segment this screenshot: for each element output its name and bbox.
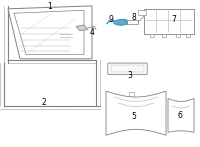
Text: 6: 6 xyxy=(178,111,182,120)
Polygon shape xyxy=(8,6,92,59)
Text: 9: 9 xyxy=(109,15,113,24)
Text: 7: 7 xyxy=(172,15,176,24)
Text: 3: 3 xyxy=(128,71,132,80)
Bar xyxy=(176,34,180,37)
Bar xyxy=(129,92,134,96)
Bar xyxy=(186,34,190,37)
Polygon shape xyxy=(106,91,166,135)
Polygon shape xyxy=(168,98,194,132)
Bar xyxy=(127,20,138,24)
Bar xyxy=(150,34,154,37)
Bar xyxy=(138,10,146,15)
Text: 2: 2 xyxy=(42,98,46,107)
Text: 1: 1 xyxy=(48,2,52,11)
FancyBboxPatch shape xyxy=(108,63,147,74)
Bar xyxy=(111,65,144,72)
Bar xyxy=(162,34,166,37)
Text: 5: 5 xyxy=(132,112,136,121)
Bar xyxy=(144,9,194,34)
Polygon shape xyxy=(76,25,88,31)
Text: 8: 8 xyxy=(132,13,136,22)
Text: 4: 4 xyxy=(90,28,94,37)
Polygon shape xyxy=(113,19,127,25)
